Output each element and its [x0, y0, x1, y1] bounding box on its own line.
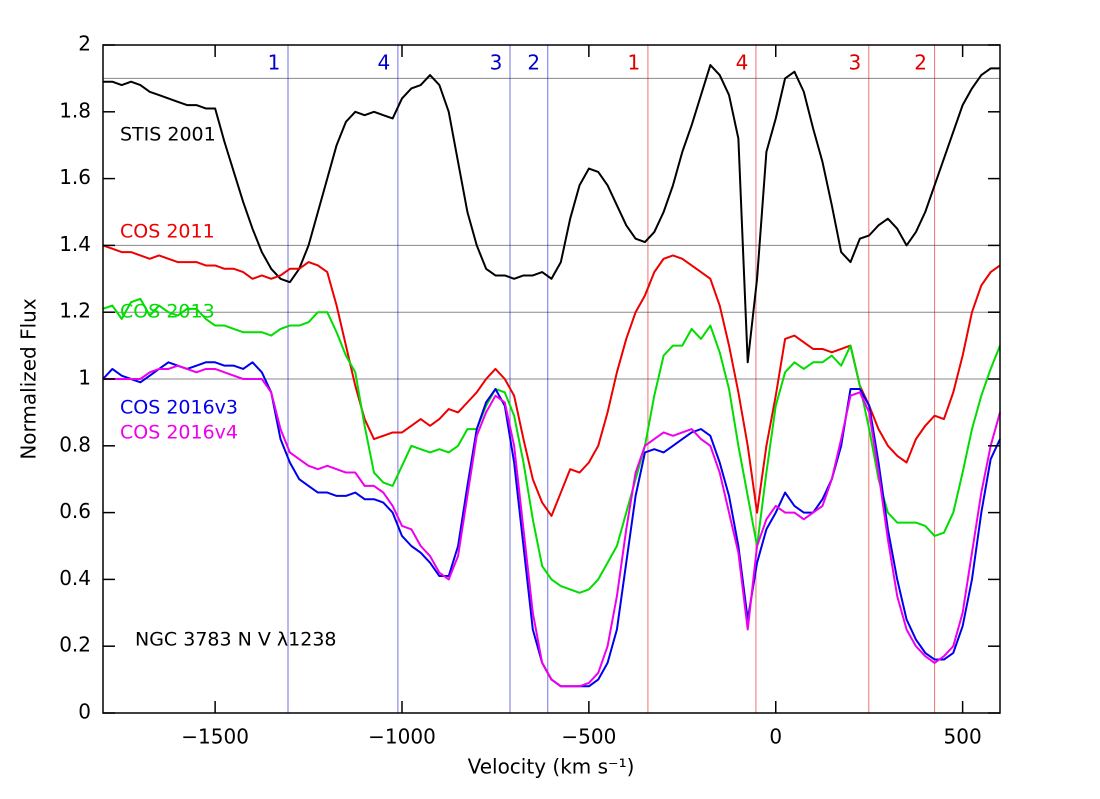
series-line: [103, 364, 1001, 688]
y-tick-label: 0.2: [59, 633, 91, 657]
x-tick-label: −1500: [181, 725, 249, 749]
y-tick-label: 1.8: [59, 98, 91, 122]
x-tick-label: 500: [944, 725, 982, 749]
component-label: 2: [527, 51, 540, 75]
y-tick-label: 0.8: [59, 432, 91, 456]
y-tick-label: 1: [78, 366, 91, 390]
y-tick-label: 0.6: [59, 499, 91, 523]
y-tick-label: 1.2: [59, 299, 91, 323]
y-tick-label: 1.6: [59, 165, 91, 189]
y-tick-label: 2: [78, 32, 91, 56]
annotation: NGC 3783 N V λ1238: [135, 629, 337, 651]
x-tick-label: −500: [561, 725, 616, 749]
y-tick-label: 0: [78, 700, 91, 724]
y-tick-label: 0.4: [59, 566, 91, 590]
series-label: COS 2013: [120, 301, 215, 323]
y-axis-label: Normalized Flux: [17, 298, 41, 460]
x-tick-label: 0: [769, 725, 782, 749]
component-label: 1: [268, 51, 281, 75]
series-line: [103, 64, 1000, 364]
y-tick-label: 1.4: [59, 232, 91, 256]
component-label: 4: [378, 51, 391, 75]
series-label: COS 2016v3: [120, 397, 238, 419]
series-line: [102, 297, 1001, 594]
series-label: COS 2016v4: [120, 422, 238, 444]
component-label: 4: [736, 51, 749, 75]
component-label: 1: [628, 51, 641, 75]
component-label: 3: [490, 51, 503, 75]
series-line: [102, 244, 1001, 517]
x-tick-label: −1000: [368, 725, 436, 749]
x-axis-label: Velocity (km s⁻¹): [468, 755, 635, 779]
component-label: 3: [848, 51, 861, 75]
series-label: COS 2011: [120, 221, 215, 243]
series-label: STIS 2001: [120, 124, 216, 146]
component-label: 2: [914, 51, 927, 75]
